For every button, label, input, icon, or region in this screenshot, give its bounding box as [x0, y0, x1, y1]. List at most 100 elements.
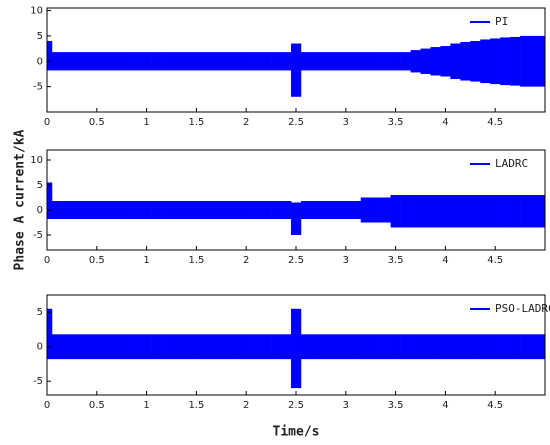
x-tick-label: 2 [243, 400, 249, 411]
current-band [161, 201, 172, 219]
x-tick-label: 4 [442, 400, 448, 411]
current-band [181, 201, 192, 219]
current-band [71, 52, 83, 71]
x-tick-label: 1.5 [188, 400, 204, 411]
current-band [300, 201, 312, 219]
y-tick-label: 10 [30, 6, 43, 17]
current-band [470, 334, 481, 360]
x-tick-label: 1 [143, 400, 149, 411]
current-band [490, 195, 501, 228]
current-band [281, 334, 292, 360]
current-band [141, 52, 152, 71]
current-band [500, 334, 511, 360]
current-band [71, 201, 83, 219]
current-band [81, 52, 93, 71]
current-band [400, 334, 411, 360]
current-band [47, 308, 53, 360]
x-tick-label: 0 [44, 255, 50, 266]
legend-label: LADRC [495, 157, 528, 170]
current-band [410, 334, 421, 360]
current-band [540, 35, 545, 87]
current-band [370, 197, 381, 223]
current-band [281, 52, 292, 71]
current-band [81, 201, 93, 219]
x-tick-label: 0 [44, 400, 50, 411]
current-band [151, 201, 162, 219]
x-tick-label: 3 [343, 400, 349, 411]
x-tick-label: 1.5 [188, 117, 204, 128]
current-band [271, 52, 282, 71]
current-band [81, 334, 93, 360]
current-band [390, 334, 401, 360]
current-band [141, 201, 152, 219]
x-tick-label: 2.5 [288, 117, 304, 128]
current-band [201, 334, 212, 360]
x-tick-label: 0 [44, 117, 50, 128]
current-band [121, 52, 132, 71]
current-band [111, 334, 122, 360]
current-band [271, 201, 282, 219]
x-tick-label: 4 [442, 255, 448, 266]
current-band [540, 334, 545, 360]
current-band [191, 334, 202, 360]
current-band [410, 50, 421, 73]
y-tick-label: 5 [37, 31, 43, 42]
current-band [231, 52, 242, 71]
current-band [440, 46, 451, 77]
current-band [340, 201, 352, 219]
current-band [201, 52, 212, 71]
current-band [480, 39, 491, 84]
current-band [330, 52, 342, 71]
current-band [500, 37, 511, 86]
current-band [300, 334, 312, 360]
current-band [460, 195, 471, 228]
x-tick-label: 2.5 [288, 400, 304, 411]
current-band [47, 182, 53, 219]
current-band [291, 202, 302, 235]
x-tick-label: 2 [243, 117, 249, 128]
y-tick-label: 5 [37, 180, 43, 191]
current-band [111, 52, 122, 71]
y-tick-label: 5 [37, 307, 43, 318]
y-tick-label: 10 [30, 155, 43, 166]
legend-label: PI [495, 15, 508, 28]
x-tick-label: 4.5 [487, 117, 503, 128]
current-band [400, 195, 411, 228]
current-band [51, 201, 63, 219]
current-band [380, 52, 391, 71]
current-band [340, 52, 352, 71]
y-tick-label: 0 [37, 56, 43, 67]
x-tick-label: 1 [143, 117, 149, 128]
current-band [350, 201, 362, 219]
current-band [470, 40, 481, 82]
x-tick-label: 3 [343, 117, 349, 128]
current-band [211, 201, 222, 219]
current-band [51, 52, 63, 71]
current-band [121, 334, 132, 360]
current-band [61, 334, 73, 360]
x-tick-label: 1 [143, 255, 149, 266]
current-band [370, 52, 381, 71]
current-band [310, 334, 322, 360]
current-band [251, 334, 262, 360]
current-band [91, 201, 103, 219]
current-band [171, 201, 182, 219]
y-tick-label: 0 [37, 342, 43, 353]
current-band [61, 52, 73, 71]
current-band [390, 195, 401, 228]
current-band [71, 334, 83, 360]
current-band [291, 43, 302, 97]
y-tick-label: 0 [37, 205, 43, 216]
current-band [320, 52, 332, 71]
legend-label: PSO-LADRC [495, 302, 550, 315]
x-tick-label: 0.5 [89, 255, 105, 266]
current-band [291, 308, 302, 389]
x-tick-label: 2 [243, 255, 249, 266]
current-band [111, 201, 122, 219]
current-band [171, 52, 182, 71]
current-band [420, 195, 431, 228]
current-band [121, 201, 132, 219]
current-band [241, 52, 252, 71]
current-band [360, 52, 371, 71]
current-band [430, 47, 441, 76]
